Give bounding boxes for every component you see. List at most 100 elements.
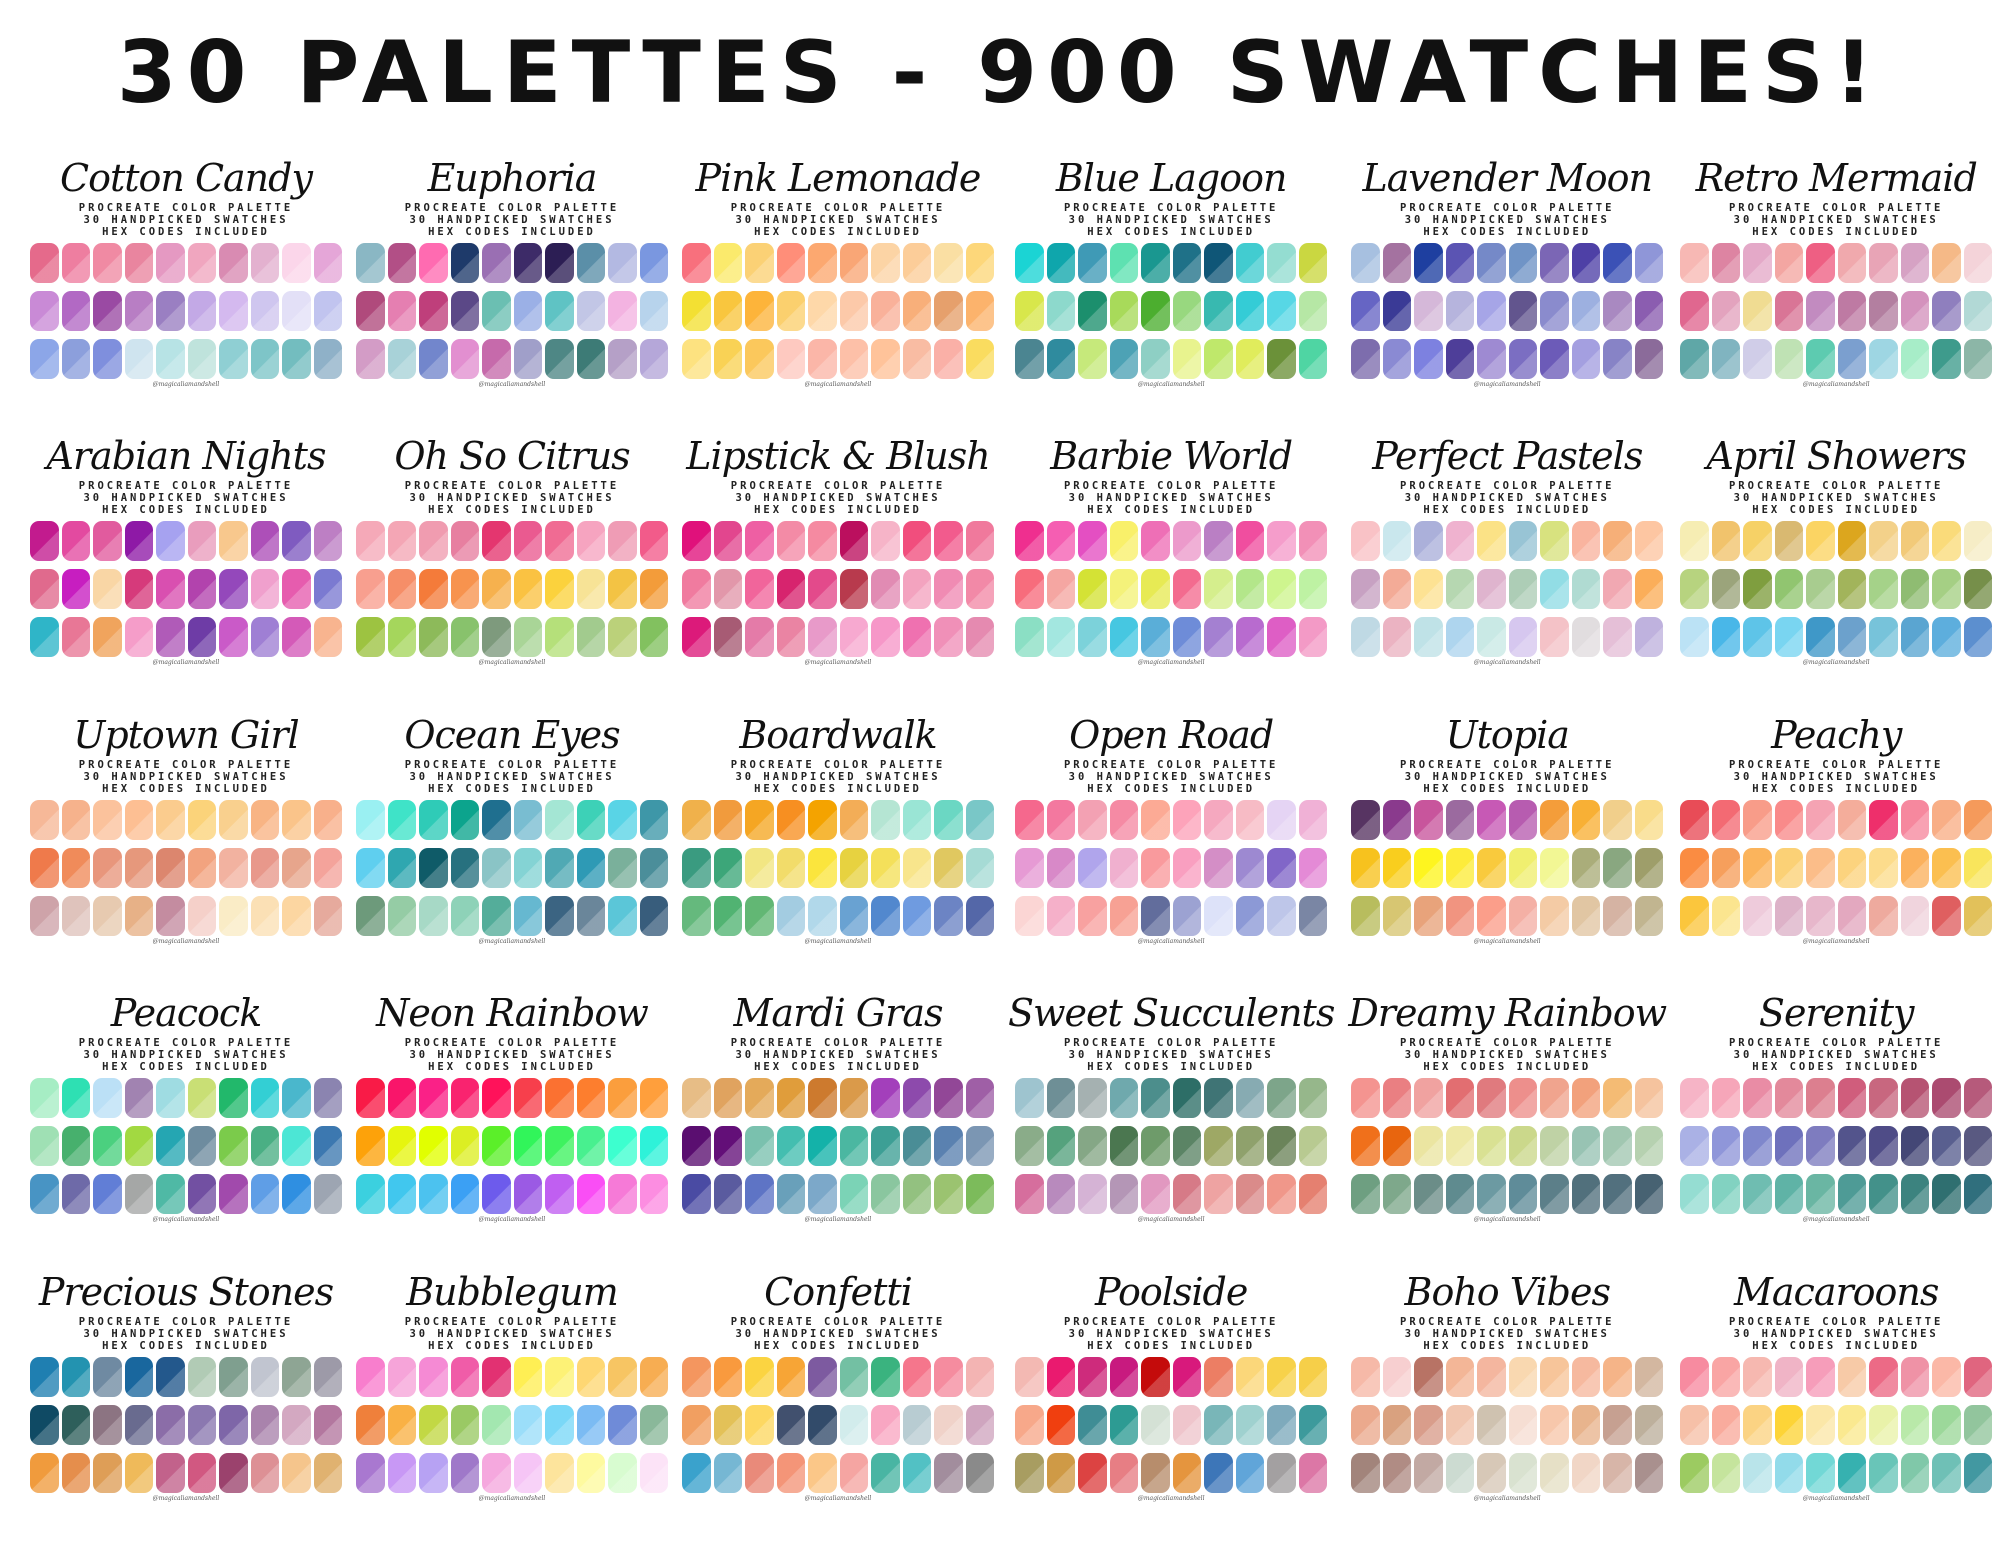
color-swatch	[30, 243, 59, 283]
color-swatch	[1477, 617, 1506, 658]
color-swatch	[1508, 1452, 1538, 1493]
color-swatch	[1603, 1404, 1632, 1445]
color-swatch	[1806, 799, 1835, 840]
color-swatch	[1634, 291, 1664, 331]
color-swatch	[1634, 521, 1664, 562]
color-swatch	[576, 799, 605, 840]
color-swatch	[1540, 569, 1569, 610]
color-swatch	[356, 799, 385, 840]
color-swatch	[1172, 1078, 1202, 1119]
color-swatch	[1141, 617, 1170, 658]
color-swatch	[1774, 1452, 1804, 1493]
color-swatch	[61, 569, 90, 610]
palette-subtitle-line: 30 HANDPICKED SWATCHES	[735, 492, 941, 505]
color-swatch	[419, 1078, 448, 1119]
color-swatch	[1806, 1452, 1835, 1493]
color-swatch	[1235, 291, 1265, 331]
color-swatch	[356, 1452, 385, 1493]
color-swatch	[1351, 1404, 1380, 1445]
color-swatch	[30, 1174, 59, 1215]
color-swatch	[1806, 1404, 1835, 1445]
color-swatch	[934, 243, 963, 283]
color-swatch	[1837, 291, 1867, 331]
color-swatch	[250, 339, 279, 379]
color-swatch	[156, 1078, 185, 1119]
color-swatch	[124, 1404, 153, 1445]
palette-name: Precious Stones	[38, 1269, 334, 1314]
color-swatch	[93, 1404, 122, 1445]
color-swatch	[1508, 1174, 1538, 1215]
palette-name: Dreamy Rainbow	[1348, 991, 1667, 1036]
color-swatch	[608, 895, 637, 936]
palette-subtitle-line: PROCREATE COLOR PALETTE	[1728, 758, 1944, 771]
color-swatch	[282, 847, 311, 888]
palette-subtitle-line: PROCREATE COLOR PALETTE	[404, 1037, 620, 1050]
color-swatch	[61, 243, 90, 283]
color-swatch	[1540, 1174, 1569, 1215]
color-swatch	[1540, 1126, 1569, 1167]
color-swatch	[1445, 291, 1475, 331]
color-swatch	[608, 1404, 637, 1445]
color-swatch	[513, 1078, 542, 1119]
palette-card: Boardwalk PROCREATE COLOR PALETTE 30 HANDP…	[682, 707, 994, 973]
color-swatch	[1046, 799, 1076, 840]
color-swatch	[1267, 1404, 1296, 1445]
color-swatch	[1298, 569, 1328, 610]
color-swatch	[902, 1452, 931, 1493]
color-swatch	[902, 243, 931, 283]
color-swatch	[1204, 243, 1233, 283]
palette-card: Precious Stones PROCREATE COLOR PALETTE 30…	[30, 1264, 342, 1530]
color-swatch	[93, 1356, 122, 1397]
color-swatch	[808, 617, 837, 658]
color-swatch	[1680, 847, 1709, 888]
color-swatch	[1046, 243, 1076, 283]
color-swatch	[419, 243, 448, 283]
color-swatch	[1540, 291, 1569, 331]
color-swatch	[1963, 1356, 1993, 1397]
credit-text: @magicaliamandshell	[478, 1494, 546, 1502]
swatch-grid	[356, 1356, 668, 1493]
color-swatch	[30, 847, 59, 888]
page-title: 30 PALETTES - 900 SWATCHES!	[116, 23, 1884, 123]
color-swatch	[608, 1078, 637, 1119]
color-swatch	[1932, 1126, 1961, 1167]
palette-name: Sweet Succulents	[1008, 991, 1335, 1036]
color-swatch	[419, 799, 448, 840]
color-swatch	[187, 799, 216, 840]
color-swatch	[61, 895, 90, 936]
color-swatch	[1634, 799, 1664, 840]
color-swatch	[1869, 847, 1898, 888]
color-swatch	[902, 617, 931, 658]
color-swatch	[776, 895, 805, 936]
color-swatch	[282, 569, 311, 610]
palette-subtitle-line: PROCREATE COLOR PALETTE	[1728, 1315, 1944, 1328]
color-swatch	[545, 1452, 574, 1493]
color-swatch	[1015, 1452, 1044, 1493]
color-swatch	[639, 243, 668, 283]
color-swatch	[745, 1452, 774, 1493]
color-swatch	[61, 521, 90, 562]
color-swatch	[1109, 895, 1139, 936]
color-swatch	[30, 569, 59, 610]
swatch-grid	[682, 1078, 994, 1215]
color-swatch	[387, 291, 416, 331]
color-swatch	[187, 1404, 216, 1445]
color-swatch	[1837, 339, 1867, 379]
color-swatch	[1743, 847, 1772, 888]
color-swatch	[1711, 291, 1741, 331]
color-swatch	[745, 617, 774, 658]
color-swatch	[1078, 339, 1107, 379]
palette-name: Barbie World	[1050, 434, 1293, 479]
color-swatch	[156, 799, 185, 840]
palette-card: Oh So Citrus PROCREATE COLOR PALETTE 30 HA…	[356, 428, 668, 694]
color-swatch	[608, 243, 637, 283]
color-swatch	[1046, 617, 1076, 658]
color-swatch	[1382, 1356, 1412, 1397]
color-swatch	[1571, 895, 1601, 936]
color-swatch	[156, 1452, 185, 1493]
color-swatch	[93, 847, 122, 888]
palette-name: Macaroons	[1733, 1269, 1939, 1314]
color-swatch	[1351, 521, 1380, 562]
color-swatch	[1267, 847, 1296, 888]
swatch-grid	[1015, 243, 1328, 379]
